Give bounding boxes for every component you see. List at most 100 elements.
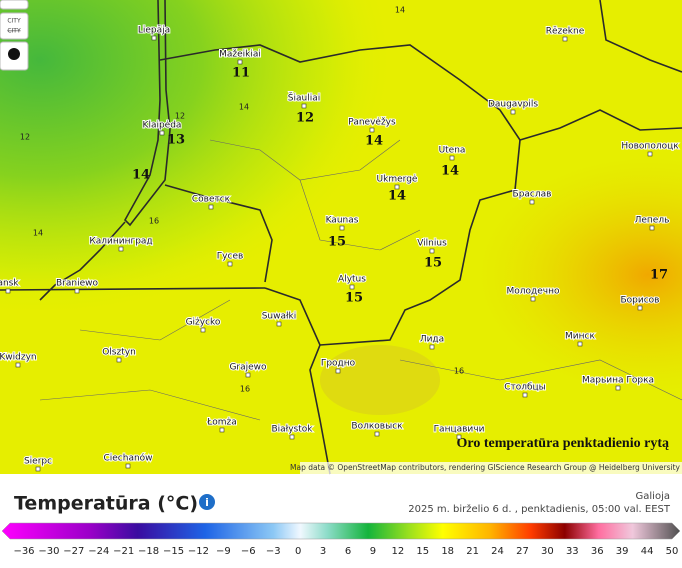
city-label: Марьина Горка (582, 376, 654, 386)
isotherm-label: 12 (175, 112, 185, 121)
city-label: Kaunas (326, 216, 359, 226)
legend: Temperatūra (°C) i Galioja 2025 m. birže… (1, 491, 681, 557)
city-marker (245, 372, 251, 378)
city-label: Ciechanów (103, 453, 152, 464)
marker-icon (8, 48, 20, 60)
info-icon[interactable] (199, 494, 215, 510)
city-label: Советск (192, 195, 231, 205)
temperature-label: 14 (132, 168, 150, 183)
city-marker (5, 288, 11, 294)
city-marker (647, 151, 653, 157)
city-marker (227, 261, 233, 267)
city-marker (522, 392, 528, 398)
city-marker (200, 327, 206, 333)
city-label: Vilnius (417, 239, 447, 249)
city-label: Лепель (635, 216, 670, 226)
legend-tick: −36 (13, 546, 34, 557)
legend-tick: −15 (163, 546, 184, 557)
legend-tick: −24 (88, 546, 109, 557)
map: Oro temperatūra penktadienio rytą Map da… (0, 0, 682, 475)
city-label: Alytus (338, 275, 366, 285)
city-marker (116, 357, 122, 363)
legend-tick: 21 (466, 546, 479, 557)
city-label: Лида (420, 335, 444, 345)
legend-tick: 3 (320, 546, 326, 557)
city-marker (335, 368, 341, 374)
city-marker (289, 434, 295, 440)
isotherm-label: 14 (395, 6, 405, 15)
control-button[interactable] (0, 0, 29, 10)
city-label: Olsztyn (102, 348, 136, 358)
legend-tick: −3 (266, 546, 281, 557)
city-label: Гродно (321, 359, 356, 369)
temperature-label: 11 (232, 66, 250, 81)
city-marker (339, 225, 345, 231)
isotherm-label: 16 (240, 385, 250, 394)
city-marker (369, 127, 375, 133)
attribution-bg (300, 462, 682, 474)
legend-tick: −9 (216, 546, 231, 557)
city-label: Braniewo (56, 279, 98, 289)
temperature-label: 14 (365, 134, 383, 149)
valid-label: Galioja (636, 491, 670, 502)
attribution: Map data © OpenStreetMap contributors, r… (290, 463, 681, 472)
legend-tick: 39 (616, 546, 629, 557)
city-label: Гусев (217, 252, 244, 262)
legend-tick: 50 (666, 546, 679, 557)
legend-tick: −27 (63, 546, 84, 557)
legend-tick: −30 (38, 546, 59, 557)
city-marker (456, 434, 462, 440)
temperature-label: 15 (424, 256, 442, 271)
city-label: Столбцы (504, 383, 546, 393)
city-label: Ukmergė (377, 175, 418, 185)
legend-tick: 27 (516, 546, 529, 557)
city-marker (159, 130, 165, 136)
temperature-field (320, 345, 440, 415)
isotherm-label: 16 (454, 367, 464, 376)
city-marker (118, 246, 124, 252)
legend-tick: 33 (566, 546, 579, 557)
city-marker (276, 321, 282, 327)
legend-tick: −18 (138, 546, 159, 557)
legend-tick: 24 (491, 546, 504, 557)
legend-tick: 6 (345, 546, 351, 557)
city-marker (530, 296, 536, 302)
city-marker (577, 341, 583, 347)
city-label: Klaipėda (143, 121, 182, 131)
city-marker (125, 463, 131, 469)
city-label: Браслав (513, 190, 552, 200)
city-label: Panevėžys (348, 118, 396, 128)
city-label: Sierpc (24, 457, 52, 467)
city-marker (237, 59, 243, 65)
city-label: Łomża (206, 418, 237, 428)
city-marker (510, 109, 516, 115)
city-marker (529, 199, 535, 205)
city-toggle[interactable] (0, 12, 29, 40)
isotherm-label: 14 (239, 103, 249, 112)
legend-tick: 18 (441, 546, 454, 557)
city-label: Ганцавичи (434, 425, 485, 435)
city-label: Молодечно (507, 287, 560, 297)
isotherm-label: 16 (149, 217, 159, 226)
city-label: Liepāja (138, 26, 170, 36)
legend-tick: 12 (391, 546, 404, 557)
city-marker (374, 431, 380, 437)
city-marker (349, 284, 355, 290)
legend-tick: 0 (295, 546, 301, 557)
city-label: Suwałki (262, 312, 297, 322)
legend-tick: 9 (370, 546, 376, 557)
city-label: Калининград (89, 237, 152, 247)
city-label: Rēzekne (546, 27, 585, 37)
legend-tick: 36 (591, 546, 604, 557)
legend-title: Temperatūra (°C) (14, 493, 198, 515)
temperature-label: 12 (296, 111, 314, 126)
city-label: Daugavpils (488, 100, 538, 110)
city-label: Борисов (620, 296, 659, 306)
isotherm-label: 12 (20, 133, 30, 142)
legend-tick: 30 (541, 546, 554, 557)
temperature-label: 17 (650, 268, 668, 283)
city-marker (208, 204, 214, 210)
city-marker (449, 155, 455, 161)
color-bar (1, 522, 681, 540)
